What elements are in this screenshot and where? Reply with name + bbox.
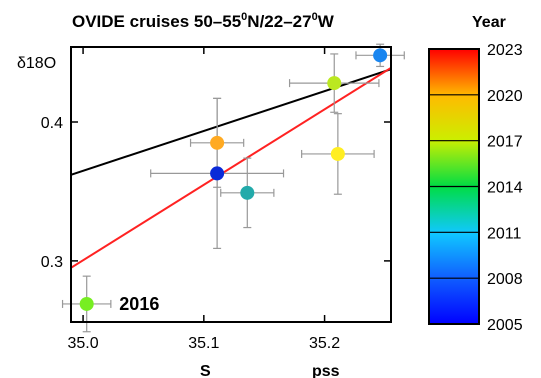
colorbar-tick-label: 2008	[487, 271, 523, 288]
colorbar-title: Year	[472, 14, 506, 31]
x-tick-label: 35.2	[309, 335, 340, 352]
data-point-2017	[327, 76, 342, 91]
plot-frame	[70, 46, 392, 323]
colorbar-tick-label: 2005	[487, 317, 523, 334]
x-tick-label: 35.0	[68, 335, 99, 352]
data-points	[79, 48, 388, 311]
y-tick-label: 0.3	[41, 254, 63, 271]
annotation-2016: 2016	[119, 294, 159, 314]
fit-lines	[71, 66, 391, 269]
colorbar-tick-label: 2023	[487, 42, 523, 59]
colorbar-tick-label: 2017	[487, 134, 523, 151]
x-tick-label: 35.1	[188, 335, 219, 352]
x-axis-label: S	[200, 363, 211, 378]
axis-ticks: 35.0 35.1 35.2 0.3 0.4	[41, 47, 391, 352]
error-bars	[61, 43, 405, 333]
fit-line-1	[71, 66, 391, 269]
colorbar-ticks: 2005 2008 2011 2014 2017 2020 2023	[429, 42, 523, 334]
data-point-2016	[79, 296, 94, 311]
data-point-2008	[210, 166, 225, 181]
y-axis-label: δ18O	[17, 55, 56, 72]
data-point-2018	[330, 146, 345, 161]
colorbar-tick-label: 2014	[487, 180, 523, 197]
colorbar-tick-label: 2011	[487, 225, 522, 242]
y-tick-label: 0.4	[41, 115, 63, 132]
data-point-2010	[373, 48, 388, 63]
colorbar-tick-label: 2020	[487, 88, 523, 105]
data-point-2021	[210, 135, 225, 150]
chart-title: OVIDE cruises 50–550N/22–270W	[72, 11, 335, 31]
fit-line-0	[71, 68, 391, 176]
data-point-2012	[240, 185, 255, 200]
x-axis-unit: pss	[312, 363, 340, 378]
